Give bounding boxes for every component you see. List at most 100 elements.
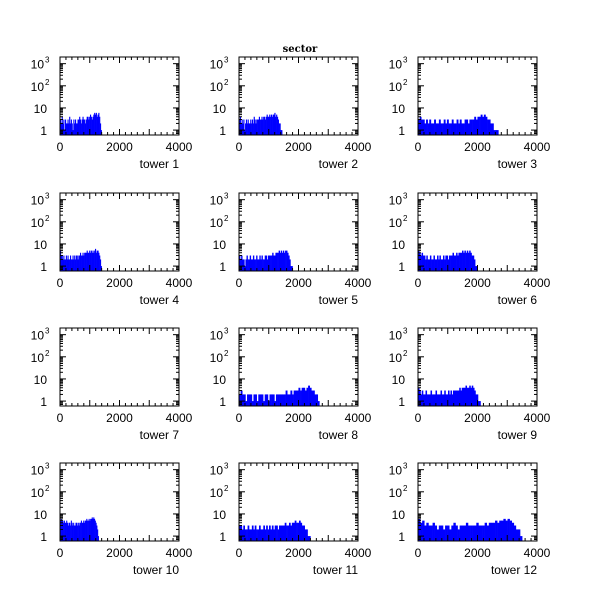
histogram-bar (253, 116, 255, 135)
histogram-bar (466, 387, 469, 406)
y-tick-label: 10 (34, 238, 48, 252)
histogram-bar (76, 123, 78, 135)
histogram-bar (268, 116, 270, 135)
x-tick-label: 0 (57, 411, 64, 425)
histogram-bar (435, 123, 438, 135)
histogram-bar (281, 525, 284, 541)
histogram-bar (259, 119, 261, 135)
histogram-bar (463, 252, 465, 271)
histogram-bar (63, 119, 65, 135)
histogram-bar (61, 255, 63, 271)
histogram-bar (271, 525, 274, 541)
histogram-bar (307, 536, 310, 541)
x-tick-label: 2000 (464, 140, 491, 154)
histogram-bar (422, 119, 425, 135)
histogram-bar (282, 250, 285, 271)
histogram-bar (262, 259, 264, 271)
histogram-bar (79, 252, 82, 271)
histogram-bar (78, 525, 80, 541)
histogram-bar (501, 520, 504, 541)
histogram-bar (445, 525, 448, 541)
histogram-bar (261, 529, 264, 541)
histogram-bar (89, 116, 91, 135)
y-tick-exponent: 3 (224, 192, 229, 201)
y-tick-label: 10 (31, 80, 45, 94)
y-tick-label: 10 (31, 216, 45, 230)
histogram-bar (261, 394, 264, 406)
histogram-bar (270, 114, 273, 135)
histogram-bar (94, 112, 96, 135)
histogram-bar (269, 114, 271, 135)
histogram-bar (429, 255, 432, 271)
x-tick-label: 2000 (285, 140, 312, 154)
histogram-bar (77, 522, 79, 541)
histogram-bar (308, 385, 310, 406)
histogram-bar (490, 123, 493, 135)
histogram-bar (453, 522, 456, 541)
histogram-bar (62, 123, 64, 135)
histogram-bar (264, 529, 267, 541)
histogram-bar (428, 525, 431, 541)
histogram-bar (419, 252, 421, 271)
histogram-bar (301, 387, 304, 406)
histogram-bar (95, 252, 97, 271)
histogram-bar (301, 525, 304, 541)
y-tick-label: 1 (40, 395, 47, 409)
histogram-bar (438, 259, 440, 271)
histogram-bar (442, 394, 445, 406)
histogram-bar (459, 387, 461, 406)
histogram-bar (77, 525, 79, 541)
histogram-bar (87, 252, 89, 271)
histogram-bar (509, 520, 513, 541)
histogram-bar (298, 520, 301, 541)
x-tick-label: 2000 (285, 276, 312, 290)
histogram-bar (263, 116, 265, 135)
histogram-bar (97, 250, 99, 271)
histogram-bar (467, 252, 470, 271)
histogram-bar (239, 525, 241, 541)
x-tick-label: 4000 (166, 140, 193, 154)
histogram-bar (63, 520, 65, 541)
histogram-bar (247, 525, 250, 541)
histogram-bar (450, 390, 453, 406)
histogram-bar (467, 123, 470, 135)
histogram-bar (241, 529, 244, 541)
x-tick-label: 2000 (285, 546, 312, 560)
histogram-bar (73, 525, 75, 541)
histogram-bar (423, 255, 426, 271)
histogram-bar (259, 394, 262, 406)
histogram-bar (304, 390, 307, 406)
histogram-bar (466, 250, 469, 271)
histogram-bar (254, 119, 256, 135)
y-tick-label: 10 (389, 216, 403, 230)
histogram-bar (250, 529, 253, 541)
y-tick-label: 1 (219, 260, 226, 274)
histogram-bar (487, 119, 489, 135)
histogram-bar (300, 390, 302, 406)
histogram-bar (280, 250, 283, 271)
histogram-bar (65, 255, 67, 271)
histogram-bar (60, 119, 62, 135)
histogram-bar (270, 255, 272, 271)
histogram-bar (418, 518, 421, 541)
histogram-bar (258, 259, 260, 271)
histogram-bar (241, 119, 243, 135)
histogram-bar (89, 252, 92, 271)
histogram-bar (469, 385, 471, 406)
histogram-bar (70, 255, 72, 271)
histogram-bar (462, 250, 464, 271)
histogram-bar (438, 119, 441, 135)
histogram-bar (426, 522, 429, 541)
histogram-bar (276, 116, 279, 135)
histogram-bar (297, 522, 300, 541)
histogram-bar (472, 525, 475, 541)
histogram-bar (251, 119, 254, 135)
histogram-bar (452, 390, 455, 406)
y-tick-label: 10 (389, 351, 403, 365)
histogram-bar (472, 255, 475, 271)
histogram-bar (76, 522, 78, 541)
histogram-bar (77, 259, 79, 271)
histogram-bar (467, 525, 471, 541)
